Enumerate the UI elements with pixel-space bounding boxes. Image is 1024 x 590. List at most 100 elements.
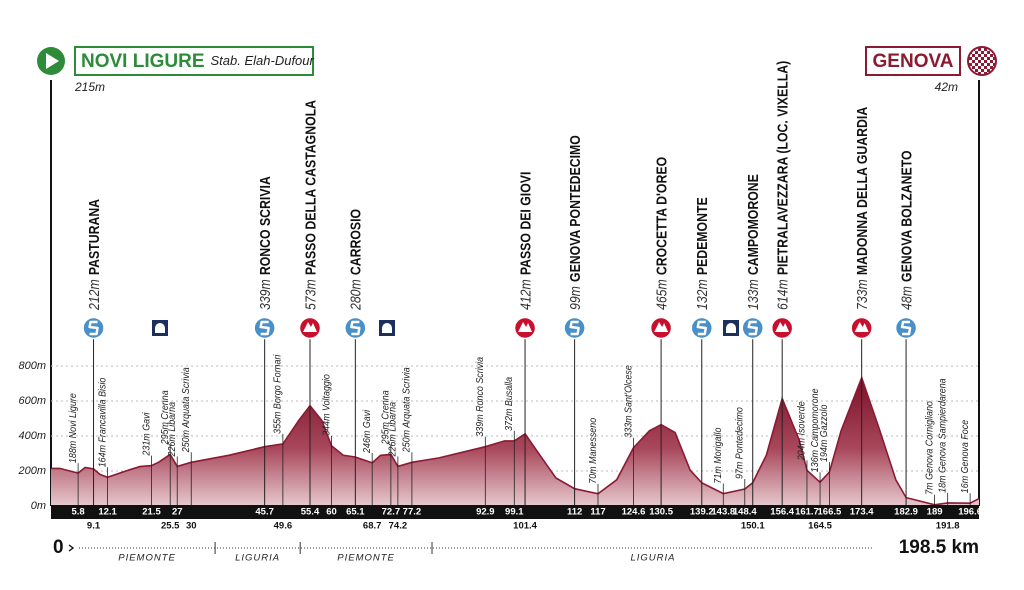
km-label: 161.7: [795, 507, 819, 518]
waypoint-label: 18m Genova Sampierdarena: [937, 378, 949, 493]
km-label: 9.1: [87, 521, 101, 532]
waypoint-name: PASSO DELLA CASTAGNOLA: [302, 100, 318, 275]
sprint-s: [350, 320, 361, 336]
waypoint-label: 333m Sant'Olcese: [623, 365, 635, 438]
km-label: 112: [567, 507, 582, 518]
km-label: 130.5: [649, 507, 673, 518]
waypoint-title: 412m PASSO DEI GIOVI: [517, 172, 533, 310]
waypoint-label: 295m Crenna: [159, 390, 171, 445]
km-label: 65.1: [346, 507, 365, 518]
waypoint-elevation: 133m: [745, 279, 761, 310]
km-label: 72.7: [382, 507, 401, 518]
waypoint-label: 97m Pontedecimo: [734, 407, 746, 479]
waypoint-title: 132m PEDEMONTE: [694, 197, 710, 310]
waypoint-title: 465m CROCETTA D'OREO: [653, 157, 669, 310]
start-name: NOVI LIGURE: [81, 51, 205, 72]
waypoint-title: 339m RONCO SCRIVIA: [256, 176, 272, 310]
waypoint-title: 99m GENOVA PONTEDECIMO: [566, 135, 582, 310]
km-label: 25.5: [161, 521, 180, 532]
km-label: 182.9: [894, 507, 918, 518]
gpm-icon: [649, 316, 673, 340]
y-tick-label: 400m: [18, 430, 46, 442]
waypoint-label: 188m Novi Ligure: [67, 393, 79, 463]
km-label: 173.4: [850, 507, 874, 518]
sprint-s: [696, 320, 707, 336]
waypoint-title: 573m PASSO DELLA CASTAGNOLA: [302, 100, 318, 310]
km-label: 5.8: [72, 507, 85, 518]
km-label: 30: [186, 521, 197, 532]
sprint-icon: [344, 316, 367, 340]
km-label: 143.8: [711, 507, 735, 518]
waypoint-title: 48m GENOVA BOLZANETO: [898, 150, 914, 310]
waypoint-elevation: 280m: [347, 279, 363, 311]
waypoint-name: MADONNA DELLA GUARDIA: [853, 107, 869, 275]
gpm-icon: [298, 316, 322, 340]
waypoint-label: 204m Isoverde: [796, 401, 808, 461]
waypoint-name: CAMPOMORONE: [745, 174, 761, 275]
plot: 0m 200m 400m 600m 800m 5.8 188m Novi Ligure 9.1…: [17, 61, 982, 564]
waypoint-elevation: 132m: [694, 279, 710, 310]
km-label: 27: [172, 507, 183, 518]
gpm-mountain: [518, 322, 533, 332]
distance-arrow: [68, 544, 75, 552]
km-label: 156.4: [770, 507, 794, 518]
waypoint-elevation: 48m: [898, 286, 914, 310]
start-sub: Stab. Elah-Dufour: [211, 53, 315, 68]
sprint-icon: [82, 316, 105, 340]
region-label: LIGURIA: [235, 553, 280, 564]
waypoint-label: 226m Libarna: [166, 401, 178, 457]
region-label: PIEMONTE: [118, 553, 176, 564]
waypoint-title: 212m PASTURANA: [85, 199, 101, 311]
x-tick-label: 198.5 km: [899, 537, 979, 558]
finish-icon: [967, 46, 997, 76]
waypoint-elevation: 465m: [653, 279, 669, 310]
sprint-icon: [563, 316, 586, 340]
waypoint-label: 295m Crenna: [380, 390, 392, 445]
km-label: 117: [590, 507, 605, 518]
sprint-icon: [741, 316, 764, 340]
waypoint-elevation: 99m: [566, 286, 582, 310]
gpm-mountain: [302, 322, 317, 332]
waypoint-label: 226m Libarna: [387, 401, 399, 457]
y-tick-label: 600m: [18, 395, 46, 407]
waypoint-name: GENOVA BOLZANETO: [898, 150, 914, 282]
gpm-icon: [513, 316, 537, 340]
waypoint-name: PIETRALAVEZZARA (LOC. VIXELLA): [774, 61, 790, 275]
waypoint-elevation: 733m: [853, 279, 869, 310]
waypoint-label: 16m Genova Foce: [959, 419, 971, 493]
km-label: 21.5: [142, 507, 161, 518]
km-label: 68.7: [363, 521, 382, 532]
km-label: 45.7: [255, 507, 274, 518]
waypoint-label: 339m Ronco Scrivia: [474, 356, 486, 436]
x-tick-label: 0: [53, 537, 64, 558]
finish-name: GENOVA: [873, 51, 954, 72]
waypoint-label: 70m Manesseno: [587, 417, 599, 483]
km-label: 49.6: [274, 521, 293, 532]
km-label: 150.1: [741, 521, 765, 532]
start-icon-arrow: [46, 53, 59, 69]
waypoint-elevation: 339m: [256, 279, 272, 310]
gpm-mountain: [775, 322, 790, 332]
waypoint-label: 344m Voltaggio: [321, 374, 333, 436]
km-label: 60: [326, 507, 337, 518]
km-label: 92.9: [476, 507, 495, 518]
gpm-mountain: [854, 322, 869, 332]
waypoint-label: 250m Arquata Scrivia: [180, 367, 192, 453]
sprint-s: [259, 320, 270, 336]
gpm-icon: [770, 316, 794, 340]
finish-box: [865, 46, 961, 76]
waypoint-label: 136m Campomorone: [809, 388, 821, 472]
tunnel-icons: [152, 320, 739, 336]
km-label: 55.4: [301, 507, 320, 518]
km-label: 77.2: [403, 507, 422, 518]
km-label: 99.1: [505, 507, 524, 518]
waypoint-name: GENOVA PONTEDECIMO: [566, 135, 582, 282]
waypoint-elevation: 614m: [774, 279, 790, 310]
km-label: 148.4: [733, 507, 757, 518]
finish-elevation: 42m: [935, 80, 958, 94]
sprint-icon: [690, 316, 714, 340]
profile-line: [51, 375, 980, 506]
waypoint-name: PASSO DEI GIOVI: [517, 172, 533, 276]
